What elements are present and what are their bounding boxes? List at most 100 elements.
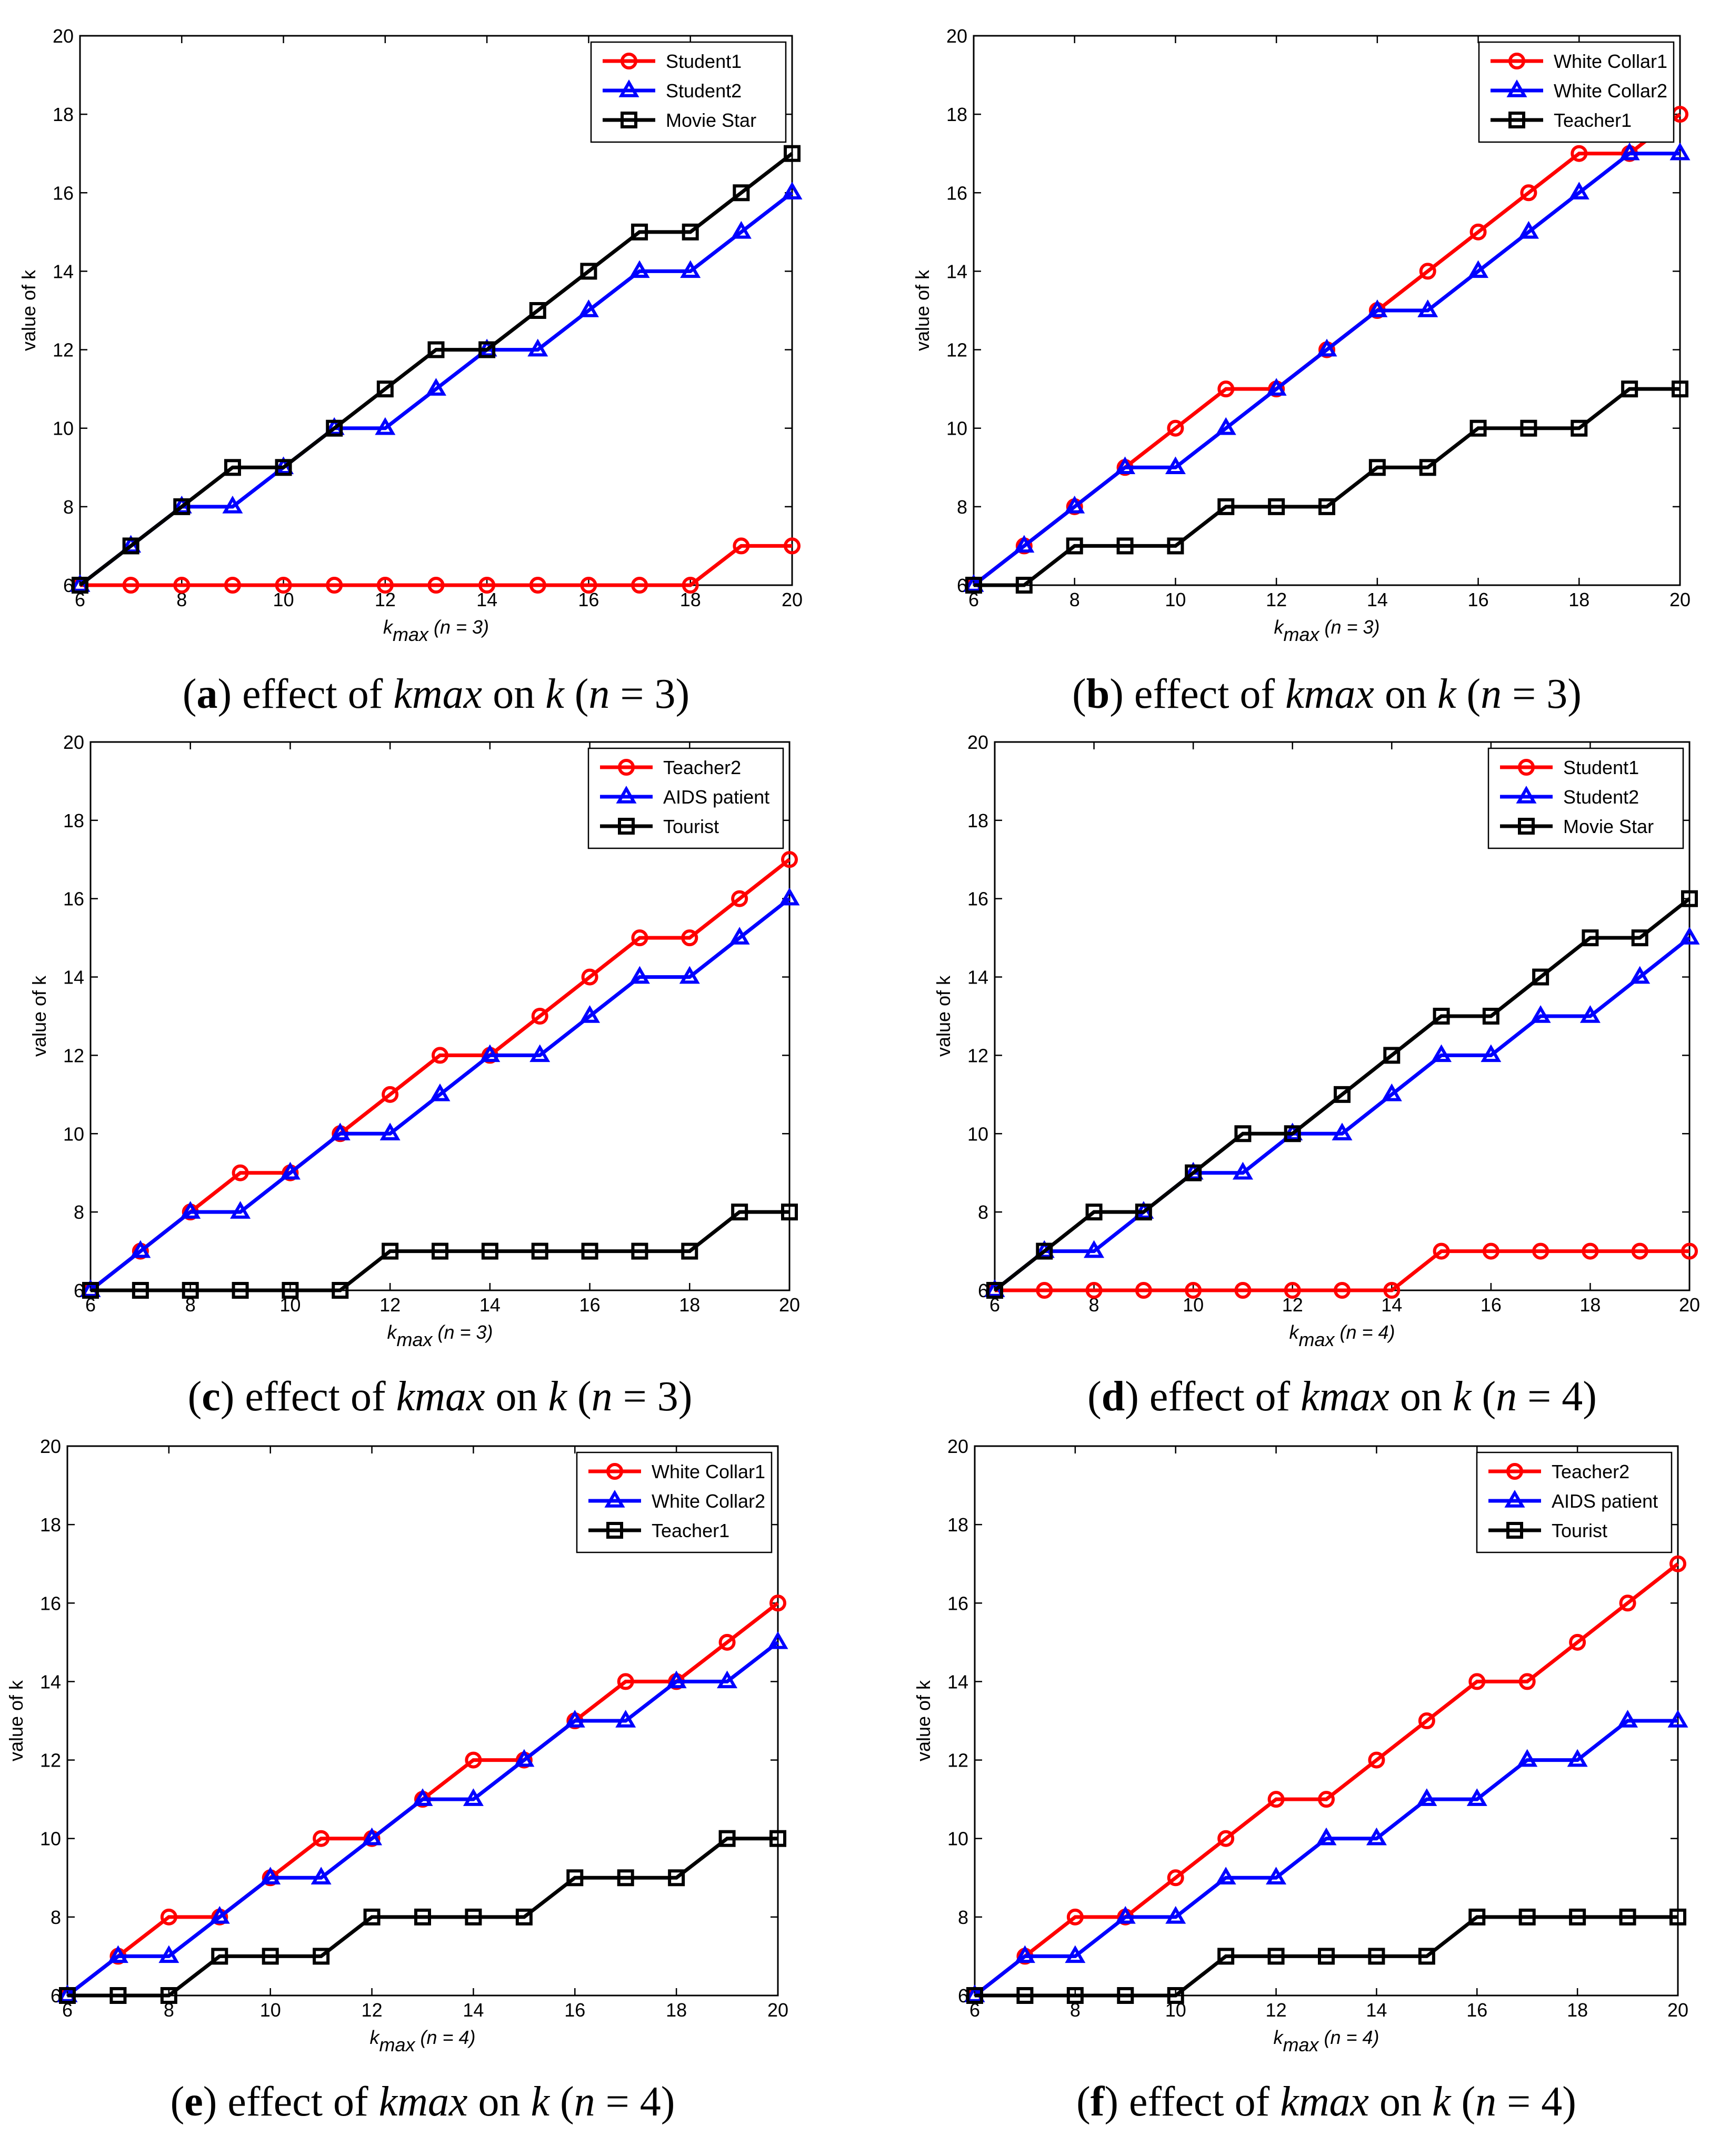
data-point [1617, 1710, 1638, 1728]
y-tick-label: 20 [967, 731, 988, 753]
y-tick-label: 8 [51, 1907, 61, 1928]
data-point [1036, 1242, 1053, 1260]
data-point [478, 577, 496, 594]
data-point [767, 1631, 788, 1649]
series-student2 [984, 927, 1700, 1297]
caption-paren-open: ( [171, 2079, 185, 2125]
data-point [122, 537, 139, 555]
series-tourist [82, 1204, 798, 1299]
caption-max: max [415, 1373, 485, 1420]
x-tick-label: 6 [968, 589, 979, 610]
x-axis-label-rest: (n = 3) [428, 616, 489, 638]
legend-entry: Movie Star [666, 109, 756, 131]
caption-text: ( [1451, 2079, 1476, 2125]
data-point [1135, 1282, 1152, 1299]
caption-label: f [1091, 2079, 1105, 2125]
legend-marker [1506, 79, 1527, 97]
data-point [465, 1751, 482, 1769]
data-point [629, 966, 650, 984]
caption-text: ( [564, 671, 589, 717]
legend-marker [621, 53, 637, 69]
x-axis-label-main: k [1289, 1321, 1299, 1343]
x-tick-label: 12 [1266, 1999, 1287, 2021]
y-tick-label: 16 [53, 182, 74, 204]
y-axis-label: value of k [933, 975, 954, 1057]
x-tick-label: 6 [62, 1999, 73, 2021]
caption-paren-close: ) [218, 671, 232, 717]
x-tick-label: 8 [176, 589, 187, 610]
y-tick-label: 8 [74, 1201, 84, 1223]
data-point [1631, 929, 1648, 947]
caption-k: k [1437, 671, 1457, 717]
caption-text: effect of [232, 671, 393, 717]
data-point [769, 1595, 786, 1612]
panel-caption: (b) effect of kmax on k (n = 3) [1072, 671, 1582, 717]
data-point [1085, 1282, 1103, 1299]
caption-max: max [397, 2079, 467, 2125]
data-point [1084, 1240, 1105, 1258]
data-point [224, 459, 241, 476]
data-point [1115, 456, 1136, 475]
x-axis-label-main: k [1274, 616, 1284, 638]
data-point [718, 1830, 736, 1847]
data-point [1332, 1122, 1353, 1141]
data-point [1014, 1945, 1035, 1963]
data-point [515, 1908, 533, 1926]
y-tick-label: 12 [63, 1045, 84, 1066]
data-point [1334, 1086, 1351, 1103]
caption-text: on [482, 671, 545, 717]
series-student1 [72, 537, 801, 594]
legend-entry: Student1 [1563, 757, 1639, 778]
data-point [631, 577, 648, 594]
data-point [514, 1749, 535, 1767]
y-tick-label: 14 [947, 1671, 968, 1692]
caption-label: e [184, 2079, 203, 2125]
data-point [1619, 1595, 1636, 1612]
data-point [1165, 456, 1186, 475]
data-point [279, 1161, 301, 1180]
series-line [993, 897, 1691, 1292]
data-point [224, 577, 241, 594]
caption-paren-close: ) [1109, 671, 1124, 717]
x-tick-label: 16 [564, 1999, 585, 2021]
caption-paren-close: ) [203, 2079, 217, 2125]
data-point [1631, 1242, 1648, 1260]
data-point [1481, 1044, 1502, 1062]
x-tick-label: 18 [1567, 1999, 1588, 2021]
data-point [531, 1008, 548, 1025]
data-point [1518, 1673, 1536, 1690]
panel-caption: (e) effect of kmax on k (n = 4) [171, 2079, 675, 2125]
x-tick-label: 20 [767, 1999, 788, 2021]
data-point [1383, 1282, 1401, 1299]
data-point [679, 966, 700, 984]
data-point [1619, 142, 1640, 161]
legend-entry: AIDS patient [1552, 1490, 1658, 1512]
data-point [1116, 537, 1134, 555]
y-tick-label: 16 [63, 888, 84, 910]
data-point [1416, 1788, 1437, 1806]
data-point [1433, 1242, 1450, 1260]
series-line [91, 1210, 789, 1292]
y-tick-label: 20 [53, 25, 74, 47]
data-point [1167, 419, 1184, 437]
legend-marker [606, 1463, 623, 1480]
caption-text: = 4) [595, 2079, 675, 2125]
data-point [158, 1945, 179, 1963]
data-point [1167, 1987, 1184, 2004]
caption-n: n [588, 671, 609, 717]
data-point [1681, 890, 1698, 907]
data-point [965, 577, 982, 594]
data-point [479, 1044, 501, 1062]
data-point [313, 1830, 330, 1847]
data-point [379, 1122, 401, 1141]
y-tick-label: 10 [40, 1828, 61, 1850]
series-line [973, 1562, 1679, 1997]
data-point [363, 1908, 381, 1926]
data-point [1185, 1282, 1202, 1299]
x-tick-label: 20 [782, 589, 803, 610]
legend-entry: White Collar2 [1554, 80, 1667, 102]
y-tick-label: 12 [967, 1045, 988, 1066]
legend-entry: Student2 [1563, 786, 1639, 808]
data-point [1014, 535, 1035, 553]
